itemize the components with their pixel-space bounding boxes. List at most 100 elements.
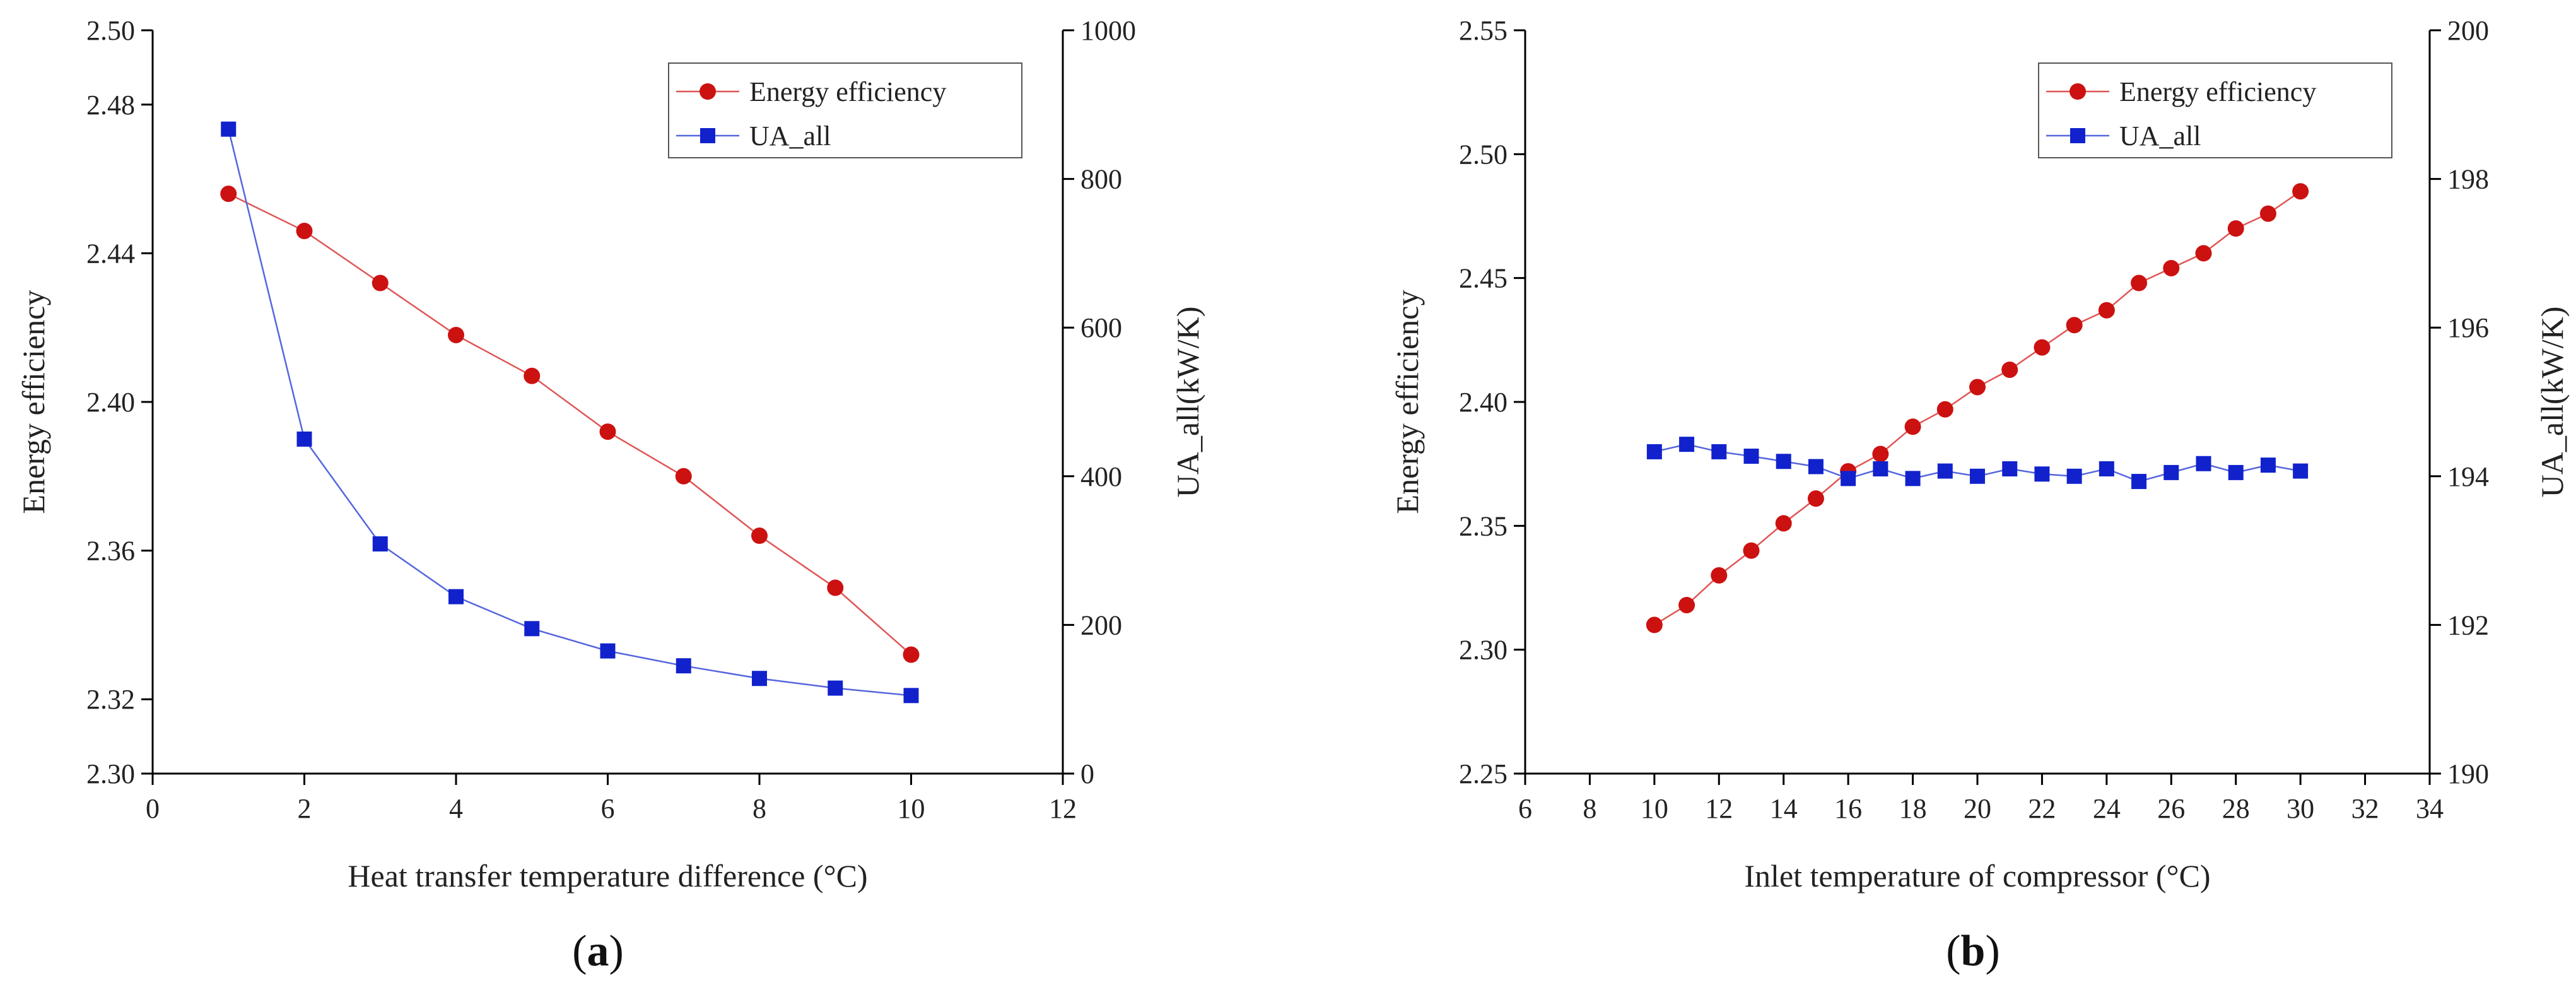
data-point-energy-efficiency <box>2227 220 2244 237</box>
y-left-tick-label: 2.44 <box>86 238 135 269</box>
data-point-ua-all <box>2260 457 2276 473</box>
data-point-ua-all <box>2293 463 2309 479</box>
y-left-tick-label: 2.36 <box>86 536 135 567</box>
y-left-tick-label: 2.40 <box>86 387 135 418</box>
y-right-tick-label: 192 <box>2447 610 2489 640</box>
y-right-tick-label: 190 <box>2447 758 2489 789</box>
data-point-energy-efficiency <box>1969 379 1986 396</box>
y-right-tick-label: 600 <box>1080 312 1122 343</box>
x-tick-label: 20 <box>1964 793 1991 824</box>
x-tick-label: 12 <box>1705 793 1733 824</box>
x-tick-label: 8 <box>752 793 766 824</box>
y-right-tick-label: 194 <box>2447 461 2489 492</box>
y-left-tick-label: 2.48 <box>86 90 135 121</box>
y-right-tick-label: 200 <box>1080 610 1122 640</box>
data-point-energy-efficiency <box>1775 515 1792 532</box>
data-point-energy-efficiency <box>827 579 844 596</box>
y-left-tick-label: 2.30 <box>1459 635 1508 666</box>
data-point-ua-all <box>1905 471 1921 486</box>
x-tick-label: 14 <box>1770 793 1798 824</box>
data-point-energy-efficiency <box>1678 596 1695 613</box>
x-tick-label: 10 <box>1641 793 1668 824</box>
data-point-ua-all <box>2196 456 2211 471</box>
chart-panel-b: 6 8 10 12 14 16 18 20 22 24 26 28 30 32 34 2.25 2.30 2.35… <box>1390 15 2570 975</box>
legend-label: Energy efficiency <box>2119 76 2316 107</box>
data-point-ua-all <box>372 536 388 551</box>
data-point-energy-efficiency <box>1872 445 1889 463</box>
x-tick-label: 16 <box>1834 793 1862 824</box>
legend: Energy efficiency UA_all <box>2038 62 2392 158</box>
data-point-ua-all <box>1970 468 1985 484</box>
legend-box <box>668 62 1022 158</box>
x-tick-label: 12 <box>1049 793 1077 824</box>
y-axis-left-title: Energy efficiency <box>16 290 51 514</box>
data-point-ua-all <box>1776 454 1791 469</box>
y-left-tick-label: 2.50 <box>1459 139 1508 170</box>
y-right-tick-label: 196 <box>2447 312 2489 343</box>
data-point-ua-all <box>600 643 616 659</box>
data-point-ua-all <box>1743 448 1759 464</box>
data-point-ua-all <box>448 589 464 604</box>
y-left-tick-label: 2.55 <box>1459 15 1508 46</box>
data-point-energy-efficiency <box>2131 274 2148 292</box>
data-point-ua-all <box>2002 461 2018 477</box>
x-tick-label: 26 <box>2157 793 2185 824</box>
x-axis-title: Heat transfer temperature difference (°C… <box>348 858 867 893</box>
x-tick-label: 32 <box>2351 793 2379 824</box>
y-axis-right-title: UA_all(kW/K) <box>2534 307 2570 498</box>
data-point-ua-all <box>676 658 691 674</box>
y-left-tick-label: 2.45 <box>1459 263 1508 294</box>
data-point-energy-efficiency <box>2163 259 2180 276</box>
data-point-energy-efficiency <box>2292 183 2309 200</box>
y-right-tick-label: 200 <box>2447 15 2489 46</box>
data-point-ua-all <box>2163 464 2179 480</box>
x-tick-label: 22 <box>2028 793 2056 824</box>
data-point-energy-efficiency <box>448 326 464 343</box>
legend-marker-circle <box>2070 83 2086 100</box>
data-point-energy-efficiency <box>524 367 541 384</box>
data-point-energy-efficiency <box>1743 542 1760 559</box>
data-point-ua-all <box>1841 471 1856 486</box>
data-point-ua-all <box>1808 459 1824 474</box>
data-point-ua-all <box>828 680 843 696</box>
data-point-energy-efficiency <box>2034 339 2051 356</box>
y-left-tick-label: 2.30 <box>86 758 135 789</box>
y-right-tick-label: 0 <box>1080 758 1094 789</box>
data-point-energy-efficiency <box>220 186 237 203</box>
y-right-tick-label: 800 <box>1080 164 1122 195</box>
x-tick-label: 2 <box>298 793 312 824</box>
x-tick-label: 6 <box>1518 793 1532 824</box>
data-point-energy-efficiency <box>1807 490 1824 507</box>
data-point-energy-efficiency <box>296 223 313 240</box>
y-axis-left-title: Energy efficiency <box>1390 290 1425 514</box>
data-point-energy-efficiency <box>1646 616 1663 634</box>
y-right-tick-label: 400 <box>1080 461 1122 492</box>
y-left-tick-label: 2.25 <box>1459 758 1508 789</box>
legend-label: UA_all <box>749 121 831 151</box>
data-point-ua-all <box>221 121 237 137</box>
x-tick-label: 8 <box>1583 793 1596 824</box>
data-point-energy-efficiency <box>2259 205 2276 222</box>
chart-panel-a: 0 2 4 6 8 10 12 2.30 2.32 2.36 2.40 2.44 2.48 2.50 0 20… <box>16 15 1205 975</box>
legend-marker-circle <box>700 83 716 100</box>
data-point-energy-efficiency <box>2001 361 2018 378</box>
data-point-ua-all <box>2228 464 2244 480</box>
legend-marker-square <box>700 128 715 143</box>
data-point-energy-efficiency <box>903 646 920 663</box>
y-right-tick-label: 198 <box>2447 164 2489 195</box>
x-tick-label: 34 <box>2416 793 2444 824</box>
y-left-tick-label: 2.32 <box>86 684 135 715</box>
x-tick-label: 18 <box>1899 793 1927 824</box>
data-point-ua-all <box>2034 466 2050 482</box>
legend-box <box>2038 62 2392 158</box>
legend: Energy efficiency UA_all <box>668 62 1022 158</box>
data-point-ua-all <box>296 431 312 447</box>
data-point-ua-all <box>2099 461 2114 477</box>
data-point-energy-efficiency <box>751 528 768 545</box>
legend-label: Energy efficiency <box>749 76 946 107</box>
data-point-ua-all <box>752 671 767 687</box>
data-point-energy-efficiency <box>1711 567 1728 584</box>
y-left-tick-label: 2.50 <box>86 15 135 46</box>
data-point-ua-all <box>1937 463 1953 479</box>
